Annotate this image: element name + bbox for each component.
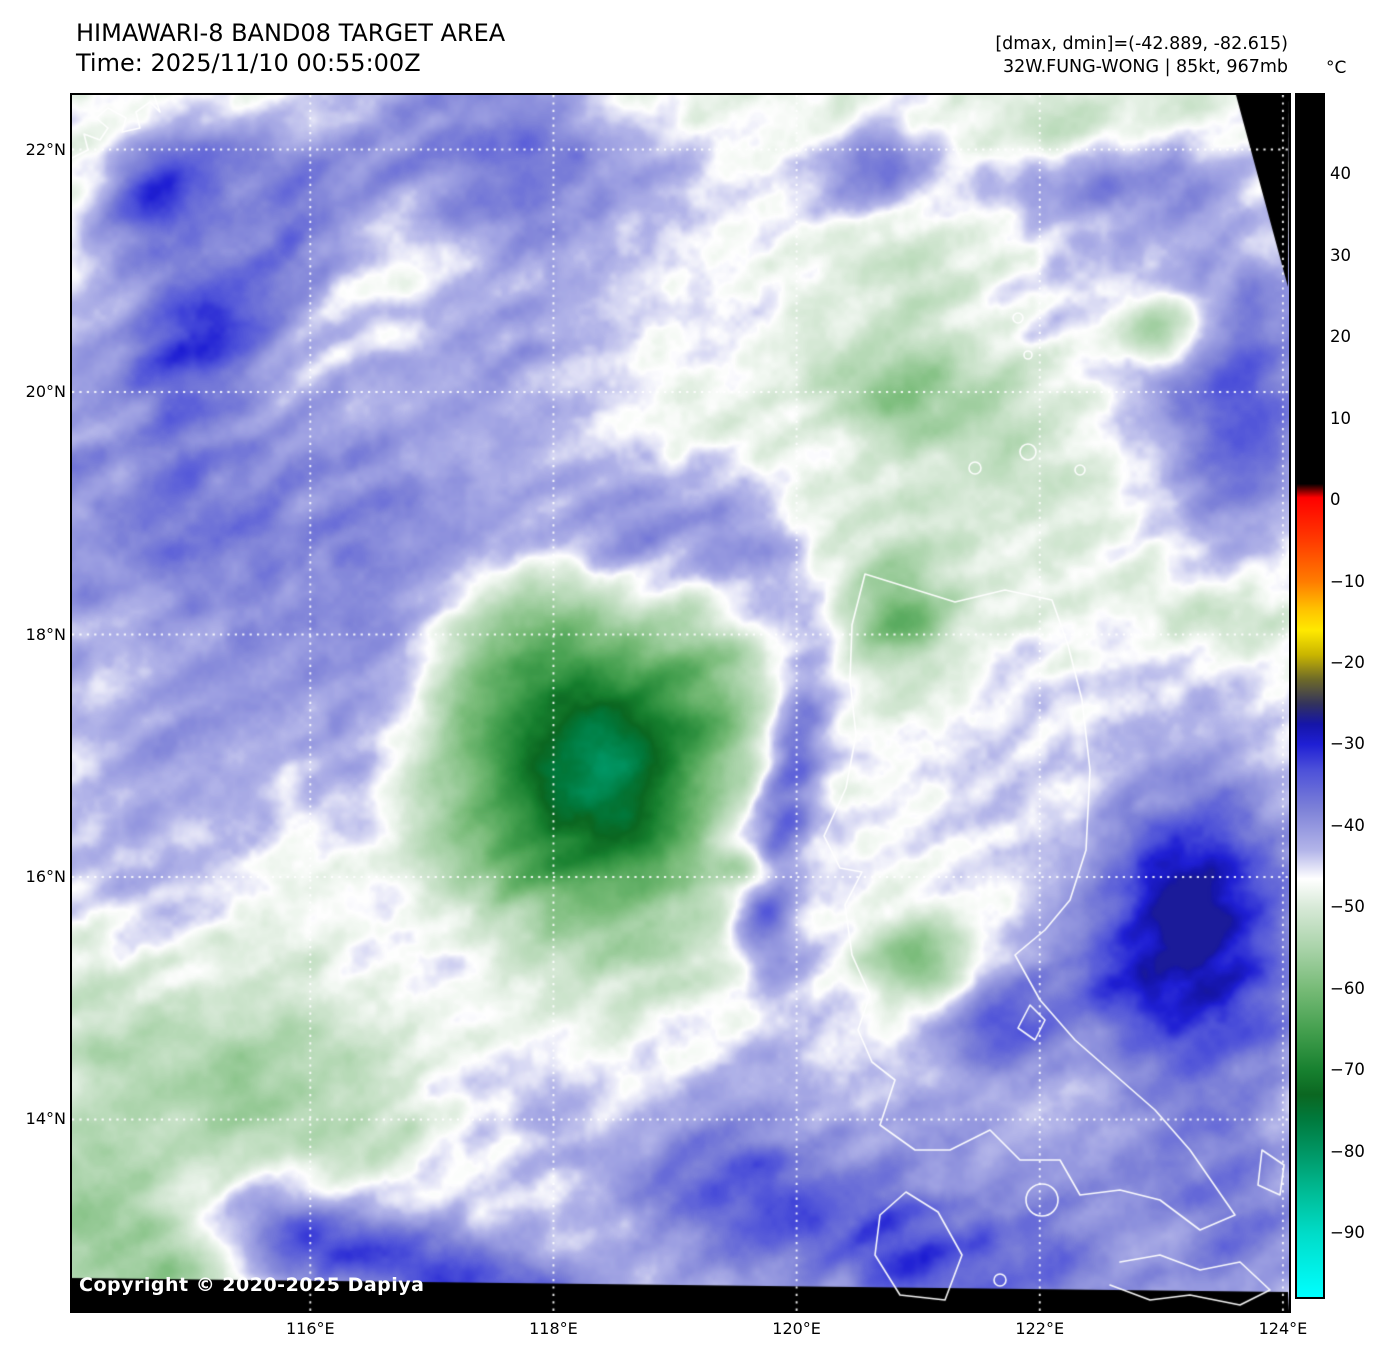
- colorbar-tick-label: −80: [1330, 1141, 1365, 1161]
- lat-tick-label: 16°N: [25, 866, 66, 886]
- dmax-dmin-readout: [dmax, dmin]=(-42.889, -82.615): [995, 34, 1288, 54]
- lon-tick-label: 118°E: [529, 1319, 578, 1338]
- colorbar-frame: [1295, 93, 1325, 1299]
- lat-tick-label: 14°N: [25, 1109, 66, 1129]
- lat-tick-label: 22°N: [25, 139, 66, 159]
- lat-tick-label: 20°N: [25, 382, 66, 402]
- lon-tick-label: 116°E: [285, 1319, 335, 1338]
- colorbar-gradient: [1297, 95, 1323, 1297]
- colorbar-tick-label: −90: [1330, 1223, 1365, 1243]
- satellite-imagery-canvas: [72, 95, 1289, 1311]
- lon-tick-label: 122°E: [1015, 1319, 1065, 1338]
- colorbar-tick-label: −70: [1330, 1060, 1365, 1080]
- figure-title: HIMAWARI-8 BAND08 TARGET AREA: [76, 19, 506, 47]
- title-block: HIMAWARI-8 BAND08 TARGET AREA Time: 2025…: [76, 18, 505, 78]
- colorbar-tick-label: −50: [1330, 897, 1365, 917]
- colorbar-unit-label: °C: [1326, 58, 1347, 78]
- lat-tick-label: 18°N: [25, 624, 66, 644]
- colorbar-tick-label: −30: [1330, 734, 1365, 754]
- colorbar-tick-label: 0: [1330, 490, 1341, 509]
- colorbar-tick-label: 30: [1330, 245, 1351, 265]
- colorbar-tick-label: −60: [1330, 978, 1365, 998]
- colorbar-tick-label: −20: [1330, 652, 1365, 672]
- copyright-text: Copyright © 2020-2025 Dapiya: [79, 1274, 425, 1296]
- lon-tick-label: 124°E: [1258, 1319, 1308, 1338]
- colorbar-tick-label: −40: [1330, 815, 1365, 835]
- figure-timestamp: Time: 2025/11/10 00:55:00Z: [76, 49, 421, 77]
- lon-tick-label: 120°E: [772, 1319, 821, 1338]
- colorbar-tick-label: 40: [1330, 164, 1351, 184]
- colorbar-tick-labels: 40 30 20 10 0 −10 −20 −30 −40 −50 −60 −70 −80 −90: [1330, 95, 1390, 1297]
- colorbar-tick-label: 20: [1330, 327, 1351, 347]
- colorbar-tick-label: 10: [1330, 408, 1351, 428]
- stats-block: [dmax, dmin]=(-42.889, -82.615) 32W.FUNG…: [995, 33, 1288, 79]
- colorbar-tick-label: −10: [1330, 571, 1365, 591]
- storm-id-readout: 32W.FUNG-WONG | 85kt, 967mb: [1003, 57, 1288, 77]
